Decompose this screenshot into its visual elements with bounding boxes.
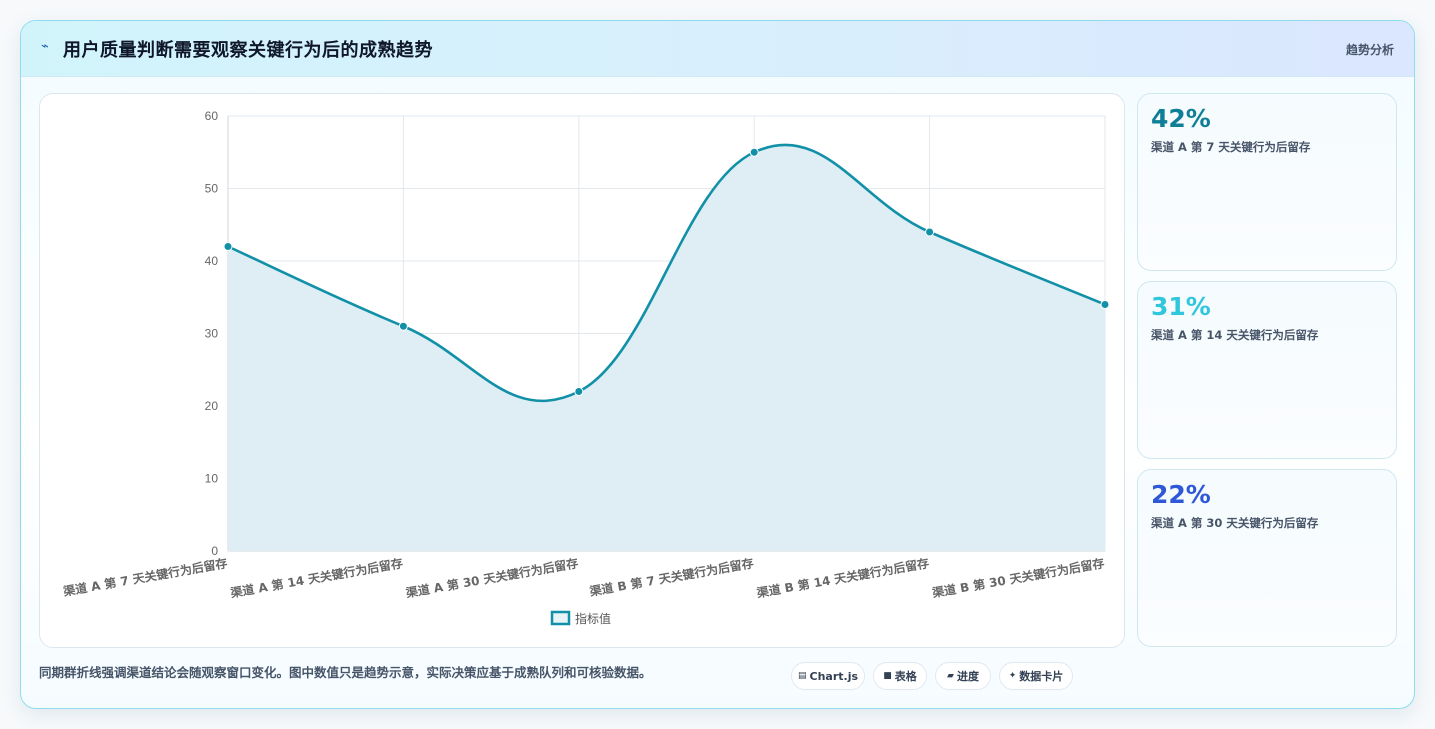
chart-icon: ▤ xyxy=(797,671,807,681)
data-point xyxy=(925,227,935,237)
data-point xyxy=(574,387,584,396)
y-tick-label: 30 xyxy=(205,327,219,341)
legend-swatch xyxy=(550,610,571,626)
card-header: ⌁ 用户质量判断需要观察关键行为后的成熟趋势 趋势分析 xyxy=(21,21,1414,77)
stat-label: 渠道 A 第 14 天关键行为后留存 xyxy=(1151,328,1319,342)
x-tick-label: 渠道 B 第 7 天关键行为后留存 xyxy=(588,555,754,599)
stat-label: 渠道 A 第 30 天关键行为后留存 xyxy=(1151,516,1319,530)
stat-card-3: 22% 渠道 A 第 30 天关键行为后留存 xyxy=(1137,469,1397,647)
pill-progress[interactable]: ▰ 进度 xyxy=(935,662,991,690)
x-tick-label: 渠道 A 第 7 天关键行为后留存 xyxy=(62,555,228,599)
x-tick-label: 渠道 B 第 30 天关键行为后留存 xyxy=(931,555,1106,600)
pill-label: Chart.js xyxy=(809,669,859,683)
stat-label: 渠道 A 第 7 天关键行为后留存 xyxy=(1151,140,1311,154)
y-tick-label: 40 xyxy=(205,254,219,268)
stat-value: 31% xyxy=(1151,292,1211,321)
pill-table[interactable]: ■ 表格 xyxy=(873,662,927,690)
progress-icon: ▰ xyxy=(947,671,954,681)
table-icon: ■ xyxy=(883,671,892,681)
y-tick-label: 20 xyxy=(205,399,219,413)
stat-value: 22% xyxy=(1151,480,1211,509)
pill-label: 数据卡片 xyxy=(1019,670,1064,683)
data-point xyxy=(749,147,759,157)
stat-card-1: 42% 渠道 A 第 7 天关键行为后留存 xyxy=(1137,93,1397,271)
y-tick-label: 50 xyxy=(205,182,219,196)
pill-label: 进度 xyxy=(956,670,979,683)
y-tick-label: 0 xyxy=(211,544,218,558)
x-tick-label: 渠道 A 第 30 天关键行为后留存 xyxy=(405,555,580,600)
sparkle-icon: ✦ xyxy=(1008,671,1017,681)
lightning-icon: ⌁ xyxy=(41,39,49,54)
y-tick-label: 10 xyxy=(205,472,219,486)
line-chart: 0 10 20 30 40 50 60 渠道 A 第 7 天关键行为后留存 渠道 A 第 14 … xyxy=(62,109,1110,626)
stat-value: 42% xyxy=(1151,104,1211,133)
series-area xyxy=(228,144,1105,551)
y-tick-label: 60 xyxy=(205,109,219,123)
x-tick-label: 渠道 A 第 14 天关键行为后留存 xyxy=(229,555,404,600)
data-point xyxy=(398,321,408,331)
pill-label: 表格 xyxy=(894,670,917,683)
dashboard-card: ⌁ 用户质量判断需要观察关键行为后的成熟趋势 趋势分析 0 10 20 30 40 50 6… xyxy=(20,20,1415,709)
data-point xyxy=(1100,300,1110,309)
data-point xyxy=(223,242,233,251)
stat-card-2: 31% 渠道 A 第 14 天关键行为后留存 xyxy=(1137,281,1397,459)
page-title: 用户质量判断需要观察关键行为后的成熟趋势 xyxy=(63,40,433,61)
footnote: 同期群折线强调渠道结论会随观察窗口变化。图中数值只是趋势示意，实际决策应基于成熟… xyxy=(39,665,652,680)
pill-chartjs[interactable]: ▤ Chart.js xyxy=(791,662,865,690)
x-tick-label: 渠道 B 第 14 天关键行为后留存 xyxy=(756,555,931,600)
legend-label: 指标值 xyxy=(575,611,611,626)
pill-data-card[interactable]: ✦ 数据卡片 xyxy=(999,662,1073,690)
chart-panel: 0 10 20 30 40 50 60 渠道 A 第 7 天关键行为后留存 渠道 A 第 14 … xyxy=(39,93,1125,648)
header-tag: 趋势分析 xyxy=(1345,43,1394,57)
